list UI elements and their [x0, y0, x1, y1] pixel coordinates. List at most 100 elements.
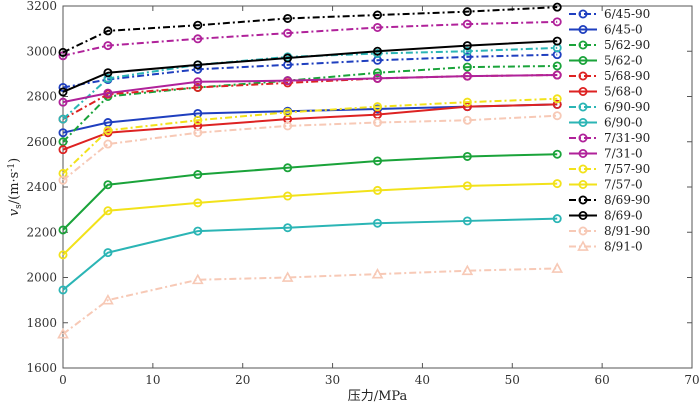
legend-label: 8/91-0	[604, 240, 643, 254]
data-point	[552, 2, 562, 12]
x-tick-label: 0	[59, 373, 67, 387]
data-point	[552, 99, 562, 109]
series-line	[62, 182, 558, 256]
data-point	[281, 271, 294, 282]
legend-label: 5/62-0	[604, 54, 643, 68]
data-point	[461, 264, 474, 276]
y-tick-label: 2600	[26, 135, 57, 149]
y-tick-label: 2800	[26, 90, 57, 104]
legend-swatch-marker	[578, 179, 588, 189]
legend-swatch-marker	[578, 24, 588, 34]
series-line	[62, 53, 558, 89]
legend-swatch-marker	[578, 118, 588, 128]
series-6-90-90	[58, 43, 562, 124]
series-7-31-90	[58, 17, 562, 61]
data-point	[551, 262, 564, 273]
data-point	[462, 181, 472, 191]
legend-item: 8/91-90	[569, 224, 650, 238]
data-point	[58, 145, 68, 155]
data-point	[552, 149, 562, 159]
legend-item: 5/68-0	[569, 85, 643, 99]
data-point	[372, 102, 382, 112]
legend-label: 7/31-90	[604, 131, 650, 145]
data-point	[372, 185, 382, 195]
data-point	[283, 13, 293, 23]
legend-item: 5/62-90	[569, 38, 650, 52]
y-tick-label: 3200	[26, 0, 57, 13]
data-point	[372, 68, 382, 78]
data-point	[462, 41, 472, 51]
y-tick-label: 1800	[26, 316, 57, 330]
legend-swatch-marker	[577, 240, 589, 251]
data-point	[462, 71, 472, 81]
series-8-91-0	[57, 262, 564, 339]
x-axis-title: 压力/MPa	[348, 389, 408, 404]
legend-swatch-marker	[578, 148, 588, 158]
series-line	[62, 20, 558, 57]
data-point	[58, 128, 68, 138]
data-point	[103, 125, 113, 135]
legend-swatch-marker	[578, 195, 588, 205]
data-point	[372, 218, 382, 228]
data-point	[462, 97, 472, 107]
series-line	[62, 40, 558, 93]
legend-swatch-marker	[578, 40, 588, 50]
data-point	[103, 248, 113, 258]
data-point	[552, 214, 562, 224]
y-tick-label: 2000	[26, 271, 57, 285]
data-point	[193, 115, 203, 125]
legend-label: 5/62-90	[604, 38, 650, 52]
legend-label: 5/68-90	[604, 69, 650, 83]
y-tick-label: 2400	[26, 180, 57, 194]
y-axis-title: vs/(m·s-1)	[7, 158, 24, 216]
series-6-90-0	[58, 214, 562, 295]
data-point	[193, 226, 203, 236]
data-point	[372, 73, 382, 83]
data-point	[103, 41, 113, 51]
legend-item: 8/69-0	[569, 209, 643, 223]
legend-item: 8/91-0	[569, 240, 643, 254]
data-point	[462, 46, 472, 56]
data-point	[103, 26, 113, 36]
data-point	[58, 250, 68, 260]
legend-item: 8/69-90	[569, 193, 650, 207]
data-point	[552, 17, 562, 27]
y-tick-label: 3000	[26, 44, 57, 58]
data-point	[191, 273, 204, 285]
legend-item: 5/68-90	[569, 69, 650, 83]
data-point	[103, 88, 113, 98]
data-point	[57, 327, 69, 339]
data-point	[372, 156, 382, 166]
series-7-31-0	[58, 70, 562, 107]
data-point	[462, 52, 472, 62]
y-axis-title-symbol: v	[7, 208, 22, 216]
data-point	[283, 163, 293, 173]
legend-item: 5/62-0	[569, 54, 643, 68]
y-axis-title-close: )	[7, 158, 22, 163]
x-tick-label: 60	[595, 373, 610, 387]
data-point	[58, 97, 68, 107]
data-point	[462, 115, 472, 125]
data-point	[283, 191, 293, 201]
legend-swatch-marker	[578, 87, 588, 97]
legend-item: 6/90-90	[569, 100, 650, 114]
series-line	[62, 217, 558, 291]
data-point	[58, 87, 68, 97]
data-point	[193, 82, 203, 92]
data-point	[372, 10, 382, 20]
series-8-91-90	[58, 111, 562, 185]
data-point	[372, 46, 382, 56]
data-point	[552, 94, 562, 104]
series-5-62-0	[58, 149, 562, 235]
legend-label: 7/57-0	[604, 178, 643, 192]
data-point	[283, 28, 293, 38]
data-point	[552, 111, 562, 121]
data-point	[103, 73, 113, 83]
data-point	[193, 60, 203, 70]
x-tick-label: 10	[145, 373, 160, 387]
data-point	[371, 267, 384, 279]
series-line	[62, 74, 558, 104]
data-point	[462, 151, 472, 161]
legend-item: 7/57-0	[569, 178, 643, 192]
